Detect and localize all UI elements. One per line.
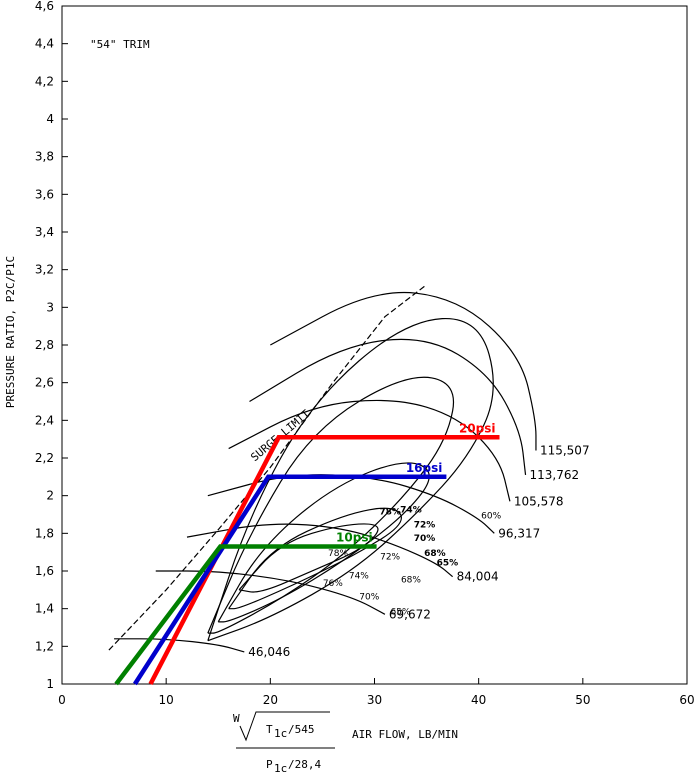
trim-annotation: "54" TRIM xyxy=(90,38,150,51)
series-line xyxy=(133,474,447,686)
formula-t: T xyxy=(266,723,273,736)
efficiency-label: 72% xyxy=(380,553,400,563)
formula-p-sub: 1c xyxy=(274,762,287,774)
y-tick-label: 4,6 xyxy=(35,0,54,13)
x-tick-label: 10 xyxy=(159,693,174,707)
efficiency-label: 78% xyxy=(379,508,401,518)
series-line xyxy=(114,544,377,686)
y-tick-label: 1 xyxy=(46,677,54,691)
efficiency-label: 68% xyxy=(424,549,446,559)
y-tick-label: 1,4 xyxy=(35,602,54,616)
y-tick-label: 1,2 xyxy=(35,639,54,653)
y-axis-label: PRESSURE RATIO, P2C/P1C xyxy=(4,256,17,408)
surge-line xyxy=(108,284,427,651)
speed-line xyxy=(186,523,454,578)
x-axis-ticks: 0 10 20 30 40 50 60 xyxy=(58,678,695,707)
y-tick-label: 2,8 xyxy=(35,338,54,352)
efficiency-label: 70% xyxy=(359,592,379,602)
x-axis-label: AIR FLOW, LB/MIN xyxy=(352,728,458,741)
speed-line xyxy=(228,399,511,502)
y-tick-label: 3,4 xyxy=(35,225,54,239)
y-tick-label: 3,2 xyxy=(35,263,54,277)
speed-label: 96,317 xyxy=(498,526,540,540)
efficiency-label: 74% xyxy=(349,572,369,582)
speed-line xyxy=(114,638,245,653)
boost-series: 20psi 16psi 10psi xyxy=(114,421,500,686)
speed-line xyxy=(249,338,527,476)
y-tick-label: 2,2 xyxy=(35,451,54,465)
x-tick-label: 20 xyxy=(263,693,278,707)
efficiency-label: 74% xyxy=(400,506,422,516)
efficiency-label: 65% xyxy=(437,558,459,568)
x-tick-label: 60 xyxy=(679,693,694,707)
speed-line xyxy=(270,291,537,451)
efficiency-label: 72% xyxy=(414,521,436,531)
y-tick-label: 2 xyxy=(46,489,54,503)
y-tick-label: 2,4 xyxy=(35,413,54,427)
speed-line-labels: 115,507 113,762 105,578 96,317 84,004 69,672 4… xyxy=(248,443,589,659)
formula-p-den: /28,4 xyxy=(288,758,321,771)
compressor-contours xyxy=(114,291,537,653)
x-tick-label: 40 xyxy=(471,693,486,707)
series-line xyxy=(148,435,500,686)
efficiency-contour xyxy=(207,376,455,634)
surge-limit xyxy=(108,284,427,651)
efficiency-labels: 78% 74%72%70%68%65%60%78%76%74%72%70%68%6… xyxy=(323,506,502,618)
x-tick-label: 0 xyxy=(58,693,66,707)
series-label: 10psi xyxy=(336,531,373,545)
x-tick-label: 30 xyxy=(367,693,382,707)
y-tick-label: 1,8 xyxy=(35,526,54,540)
formula-sqrt-sign xyxy=(239,711,330,742)
efficiency-label: 78% xyxy=(328,549,348,559)
efficiency-contour xyxy=(207,318,494,642)
y-tick-label: 3,8 xyxy=(35,150,54,164)
efficiency-label: 68% xyxy=(401,575,421,585)
formula-t-sub: 1c xyxy=(274,727,287,740)
speed-label: 105,578 xyxy=(514,494,564,508)
series-label: 20psi xyxy=(459,421,496,435)
efficiency-label: 76% xyxy=(323,579,343,589)
efficiency-contour xyxy=(228,507,402,610)
speed-label: 84,004 xyxy=(457,570,499,584)
y-tick-label: 3,6 xyxy=(35,187,54,201)
x-tick-label: 50 xyxy=(575,693,590,707)
speed-label: 115,507 xyxy=(540,443,590,457)
formula-t-den: /545 xyxy=(288,723,315,736)
plot-frame xyxy=(61,5,688,685)
speed-label: 46,046 xyxy=(248,645,290,659)
y-tick-label: 3 xyxy=(46,300,54,314)
y-tick-label: 4 xyxy=(46,112,54,126)
speed-label: 113,762 xyxy=(530,468,580,482)
speed-line xyxy=(155,570,386,615)
y-tick-label: 4,2 xyxy=(35,74,54,88)
efficiency-label: 60% xyxy=(481,511,501,521)
y-axis-ticks: 1 1,2 1,4 1,6 1,8 2 2,2 2,4 2,6 2,8 3 3,2 3,4 3,6 3,8 4… xyxy=(35,0,68,691)
efficiency-label: 70% xyxy=(414,534,436,544)
y-tick-label: 1,6 xyxy=(35,564,54,578)
efficiency-contour xyxy=(238,523,379,593)
y-tick-label: 2,6 xyxy=(35,376,54,390)
x-axis-formula: W T 1c /545 P 1c /28,4 xyxy=(233,711,335,774)
y-tick-label: 4,4 xyxy=(35,37,54,51)
efficiency-contour xyxy=(217,462,430,623)
formula-w: W xyxy=(233,712,240,725)
speed-label: 69,672 xyxy=(389,607,431,621)
formula-p: P xyxy=(266,758,273,771)
series-label: 16psi xyxy=(406,461,443,475)
efficiency-label: 65% xyxy=(391,607,411,617)
